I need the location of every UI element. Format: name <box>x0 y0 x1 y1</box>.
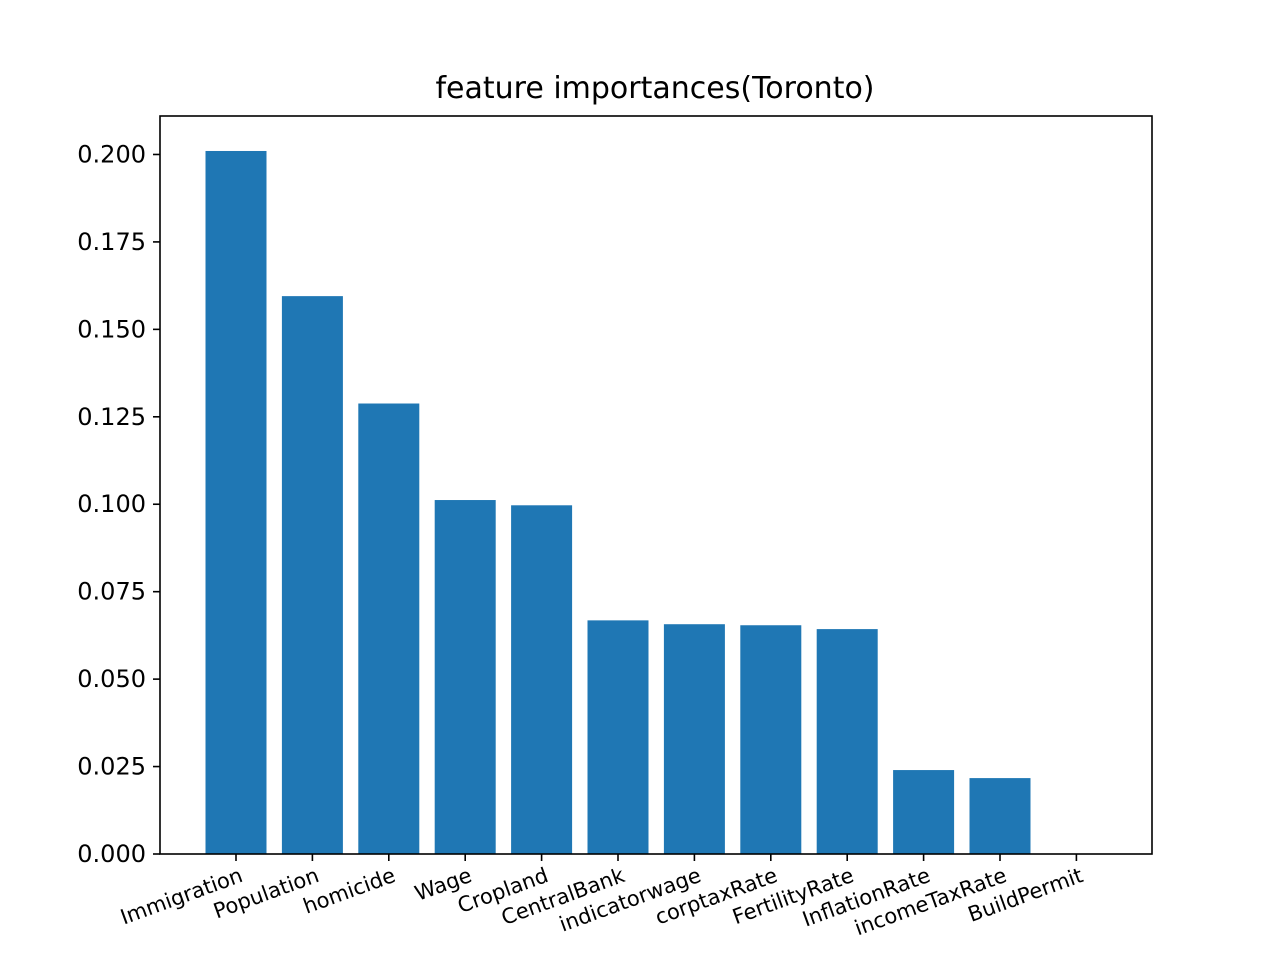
bar-incometaxrate <box>969 778 1031 854</box>
y-tick-label: 0.075 <box>77 578 146 606</box>
bar-indicatorwage <box>663 624 725 854</box>
bar-centralbank <box>587 620 649 854</box>
y-tick-label: 0.125 <box>77 403 146 431</box>
y-tick-label: 0.050 <box>77 665 146 693</box>
bar-cropland <box>511 505 573 854</box>
bar-homicide <box>358 403 420 854</box>
bar-wage <box>434 500 496 854</box>
chart-title: feature importances(Toronto) <box>435 71 874 106</box>
y-tick-label: 0.000 <box>77 840 146 868</box>
bar-corptaxrate <box>740 625 802 854</box>
y-tick-label: 0.200 <box>77 140 146 168</box>
y-tick-label: 0.150 <box>77 315 146 343</box>
bar-inflationrate <box>893 770 955 854</box>
bar-immigration <box>205 150 267 855</box>
plot-frame <box>159 115 1153 855</box>
bar-fertilityrate <box>816 629 878 854</box>
y-tick-label: 0.025 <box>77 753 146 781</box>
y-axis: 0.000 0.025 0.050 0.075 0.100 0.125 0.150 0.175… <box>77 140 160 868</box>
bar-population <box>281 296 343 854</box>
y-tick-label: 0.175 <box>77 228 146 256</box>
y-tick-label: 0.100 <box>77 490 146 518</box>
bars-group <box>205 150 1031 855</box>
